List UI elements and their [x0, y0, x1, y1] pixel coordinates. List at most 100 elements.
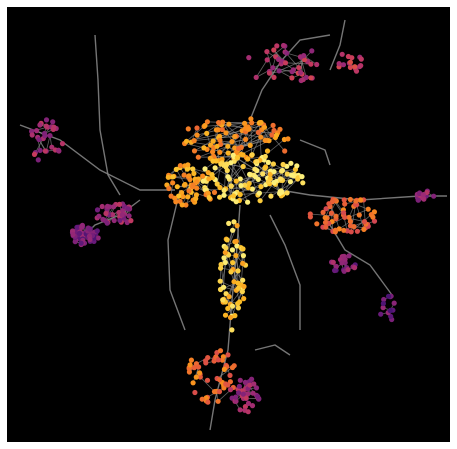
network-node — [205, 190, 211, 196]
network-node — [320, 209, 326, 215]
network-node — [233, 253, 239, 259]
network-node — [228, 269, 234, 275]
network-node — [210, 149, 216, 155]
network-node — [222, 312, 229, 318]
network-node — [341, 197, 347, 203]
network-node — [226, 121, 232, 127]
network-node — [209, 172, 215, 178]
network-node — [431, 193, 437, 199]
network-node — [119, 212, 125, 218]
network-node — [380, 300, 386, 307]
network-node — [328, 210, 335, 216]
network-node — [205, 399, 211, 405]
network-node — [204, 377, 211, 383]
street-edge — [194, 136, 220, 152]
network-node — [170, 180, 176, 186]
network-node — [104, 220, 110, 226]
network-node — [262, 153, 268, 160]
intersection-nodes — [29, 42, 437, 415]
network-node — [225, 352, 231, 358]
network-node — [237, 377, 243, 383]
network-node — [77, 230, 83, 236]
network-node — [221, 385, 227, 391]
network-node — [43, 123, 49, 129]
network-node — [253, 74, 259, 80]
network-node — [270, 65, 276, 71]
network-node — [229, 364, 236, 371]
network-node — [339, 51, 345, 57]
street-edge — [167, 189, 186, 331]
street-edge — [266, 51, 275, 78]
network-node — [187, 362, 193, 368]
network-node — [218, 265, 224, 271]
network-node — [233, 199, 239, 205]
network-node — [258, 184, 264, 190]
network-node — [233, 178, 239, 184]
network-node — [186, 173, 192, 179]
network-node — [333, 213, 339, 219]
network-node — [170, 174, 176, 180]
network-node — [235, 280, 241, 286]
network-node — [271, 169, 277, 175]
network-node — [235, 285, 242, 291]
network-node — [385, 293, 392, 299]
network-node — [266, 138, 272, 144]
network-node — [277, 190, 283, 197]
network-node — [347, 59, 353, 65]
network-node — [391, 300, 397, 306]
network-node — [242, 182, 248, 188]
network-node — [299, 174, 305, 180]
network-node — [190, 182, 196, 188]
network-node — [215, 398, 221, 404]
network-node — [234, 223, 240, 229]
street-edge — [255, 59, 268, 78]
network-node — [307, 211, 313, 217]
network-node — [173, 166, 179, 172]
network-node — [387, 308, 393, 314]
network-node — [347, 218, 353, 224]
network-node — [261, 124, 268, 130]
network-node — [260, 171, 266, 177]
network-node — [247, 171, 253, 177]
network-node — [116, 201, 123, 207]
network-node — [234, 243, 240, 249]
network-node — [227, 314, 234, 321]
street-edge — [300, 56, 307, 78]
street-edge — [238, 122, 262, 149]
network-node — [361, 219, 368, 225]
network-node — [225, 150, 231, 156]
network-node — [235, 268, 241, 274]
network-node — [188, 357, 194, 363]
network-node — [249, 376, 255, 382]
network-node — [221, 366, 227, 372]
network-node — [295, 175, 301, 181]
network-node — [176, 193, 182, 199]
network-node — [231, 219, 237, 225]
network-node — [217, 149, 223, 155]
network-node — [196, 364, 202, 370]
network-node — [100, 216, 106, 222]
network-node — [254, 159, 260, 165]
network-node — [262, 137, 268, 143]
network-node — [237, 299, 243, 305]
network-node — [227, 387, 234, 393]
network-node — [349, 55, 355, 61]
network-node — [51, 124, 57, 130]
network-node — [236, 383, 242, 389]
network-node — [181, 172, 187, 178]
network-node — [94, 228, 100, 234]
street-edge — [45, 135, 51, 152]
network-node — [192, 389, 198, 396]
network-node — [282, 60, 289, 66]
network-node — [35, 157, 41, 163]
network-node — [245, 400, 252, 406]
network-node — [245, 391, 251, 397]
network-node — [194, 125, 200, 131]
network-node — [357, 197, 364, 203]
network-node — [200, 178, 206, 184]
network-node — [279, 167, 285, 174]
network-node — [236, 390, 242, 396]
street-edge — [299, 139, 331, 166]
network-node — [213, 158, 219, 164]
network-node — [47, 133, 53, 139]
